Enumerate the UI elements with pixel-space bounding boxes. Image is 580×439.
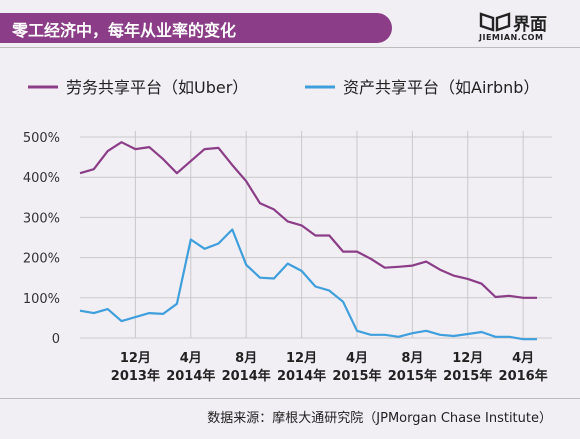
x-tick-month: 4月 (346, 351, 368, 366)
x-tick-year: 2015年 (332, 368, 381, 384)
header-band (0, 13, 392, 43)
line-chart: 劳务共享平台（如Uber） 资产共享平台（如Airbnb） 0 100% 200% 30… (23, 78, 552, 384)
x-tick-year: 2016年 (499, 368, 548, 384)
x-tick-month: 12月 (286, 351, 317, 366)
grid (80, 131, 552, 339)
y-tick-label: 500% (23, 131, 60, 146)
series-lines (79, 141, 537, 341)
header: 零工经济中，每年从业率的变化 界面 JIEMIAN.COM (0, 0, 580, 48)
legend-label-1: 劳务共享平台（如Uber） (66, 78, 248, 97)
series-line-1 (79, 141, 537, 299)
x-tick-year: 2014年 (222, 368, 271, 384)
footer-divider (0, 398, 580, 399)
x-axis: 12月 2013年 4月 2014年 8月 2014年 12月 2014年 4月 2015年 8月 2… (111, 351, 548, 384)
y-tick-label: 300% (23, 211, 60, 226)
x-tick-month: 8月 (401, 351, 423, 366)
x-tick-month: 12月 (452, 351, 483, 366)
x-tick-year: 2014年 (166, 368, 215, 384)
brand-sub: JIEMIAN.COM (479, 33, 544, 42)
page-title: 零工经济中，每年从业率的变化 (12, 21, 237, 40)
y-tick-label: 0 (52, 332, 60, 347)
y-axis: 0 100% 200% 300% 400% 500% (23, 131, 60, 347)
header-divider (0, 47, 580, 48)
x-tick-month: 12月 (120, 351, 151, 366)
x-tick-month: 8月 (235, 351, 257, 366)
brand-logo: 界面 JIEMIAN.COM (477, 8, 573, 46)
brand-name: 界面 (513, 15, 547, 35)
jiemian-logo-icon (479, 12, 511, 32)
legend-label-2: 资产共享平台（如Airbnb） (343, 78, 539, 97)
y-tick-label: 200% (23, 252, 60, 267)
x-tick-year: 2013年 (111, 368, 160, 384)
x-tick-month: 4月 (180, 351, 202, 366)
source-note: 数据来源：摩根大通研究院（JPMorgan Chase Institute） (207, 411, 552, 426)
x-tick-year: 2014年 (277, 368, 326, 384)
series-line-2 (79, 228, 537, 341)
y-tick-label: 100% (23, 292, 60, 307)
y-tick-label: 400% (23, 171, 60, 186)
x-tick-year: 2015年 (443, 368, 492, 384)
x-tick-year: 2015年 (388, 368, 437, 384)
legend: 劳务共享平台（如Uber） 资产共享平台（如Airbnb） (28, 78, 539, 97)
x-tick-month: 4月 (512, 351, 534, 366)
